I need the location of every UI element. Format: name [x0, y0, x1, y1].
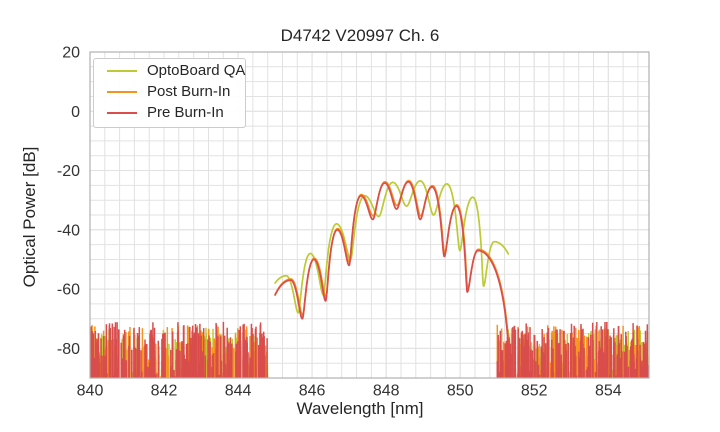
svg-text:-20: -20 [57, 163, 80, 180]
svg-text:20: 20 [62, 45, 80, 62]
svg-text:-80: -80 [57, 341, 80, 358]
svg-text:840: 840 [77, 383, 104, 400]
svg-text:848: 848 [373, 383, 400, 400]
svg-text:852: 852 [521, 383, 548, 400]
svg-text:844: 844 [225, 383, 252, 400]
svg-text:0: 0 [71, 104, 80, 121]
svg-text:854: 854 [595, 383, 622, 400]
svg-text:-40: -40 [57, 222, 80, 239]
svg-text:-60: -60 [57, 282, 80, 299]
svg-text:846: 846 [299, 383, 326, 400]
svg-text:842: 842 [151, 383, 178, 400]
svg-text:850: 850 [447, 383, 474, 400]
